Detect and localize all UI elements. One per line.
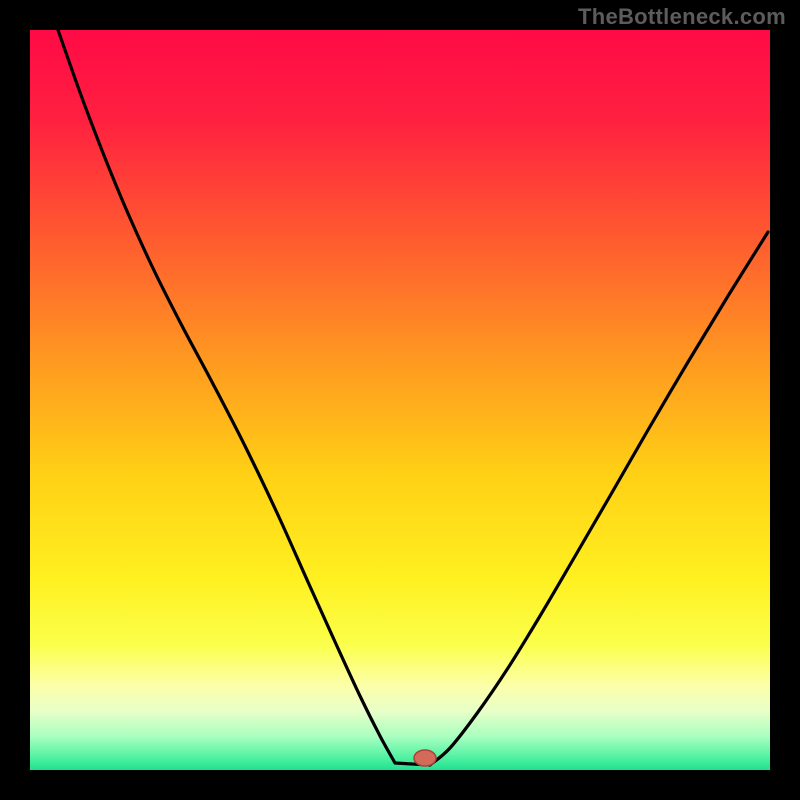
watermark-text: TheBottleneck.com xyxy=(578,4,786,30)
optimal-point-marker xyxy=(414,750,436,766)
chart-frame: TheBottleneck.com xyxy=(0,0,800,800)
plot-background xyxy=(30,30,770,770)
bottleneck-chart xyxy=(0,0,800,800)
